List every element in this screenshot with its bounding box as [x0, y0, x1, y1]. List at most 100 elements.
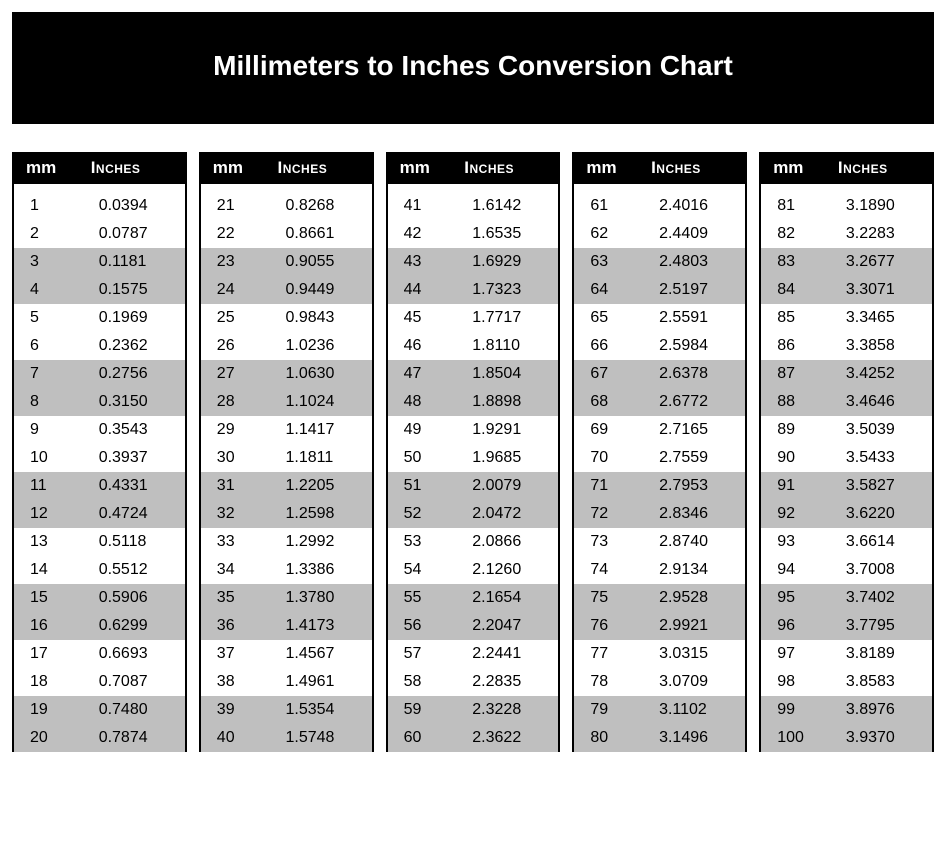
cell-mm: 20 — [20, 730, 87, 746]
cell-inches: 0.1181 — [87, 254, 179, 270]
cell-inches: 3.1102 — [647, 702, 739, 718]
cell-mm: 1 — [20, 198, 87, 214]
cell-mm: 34 — [207, 562, 274, 578]
table-row: 953.7402 — [761, 584, 932, 612]
cell-mm: 2 — [20, 226, 87, 242]
cell-inches: 2.0866 — [460, 534, 552, 550]
cell-inches: 3.8189 — [834, 646, 926, 662]
table-row: 612.4016 — [574, 192, 745, 220]
cell-mm: 19 — [20, 702, 87, 718]
table-row: 341.3386 — [201, 556, 372, 584]
table-row: 873.4252 — [761, 360, 932, 388]
cell-inches: 3.2677 — [834, 254, 926, 270]
cell-mm: 69 — [580, 422, 647, 438]
table-row: 813.1890 — [761, 192, 932, 220]
cell-mm: 27 — [207, 366, 274, 382]
table-row: 150.5906 — [14, 584, 185, 612]
cell-mm: 73 — [580, 534, 647, 550]
cell-inches: 1.1417 — [273, 422, 365, 438]
cell-inches: 0.7087 — [87, 674, 179, 690]
table-row: 281.1024 — [201, 388, 372, 416]
table-header: mmInches — [574, 152, 745, 184]
table-row: 752.9528 — [574, 584, 745, 612]
cell-mm: 67 — [580, 366, 647, 382]
cell-mm: 65 — [580, 310, 647, 326]
table-row: 271.0630 — [201, 360, 372, 388]
cell-inches: 1.2992 — [273, 534, 365, 550]
table-body: 612.4016622.4409632.4803642.5197652.5591… — [574, 184, 745, 752]
table-row: 140.5512 — [14, 556, 185, 584]
table-row: 261.0236 — [201, 332, 372, 360]
table-row: 783.0709 — [574, 668, 745, 696]
table-row: 903.5433 — [761, 444, 932, 472]
cell-mm: 26 — [207, 338, 274, 354]
table-header: mmInches — [761, 152, 932, 184]
cell-mm: 45 — [394, 310, 461, 326]
cell-inches: 1.2598 — [273, 506, 365, 522]
cell-inches: 0.5906 — [87, 590, 179, 606]
table-row: 833.2677 — [761, 248, 932, 276]
cell-inches: 1.5748 — [273, 730, 365, 746]
cell-mm: 8 — [20, 394, 87, 410]
cell-mm: 35 — [207, 590, 274, 606]
cell-mm: 56 — [394, 618, 461, 634]
cell-inches: 0.9843 — [273, 310, 365, 326]
cell-mm: 94 — [767, 562, 834, 578]
cell-mm: 79 — [580, 702, 647, 718]
cell-inches: 2.7953 — [647, 478, 739, 494]
table-body: 10.039420.078730.118140.157550.196960.23… — [14, 184, 185, 752]
table-body: 813.1890823.2283833.2677843.3071853.3465… — [761, 184, 932, 752]
table-row: 592.3228 — [388, 696, 559, 724]
cell-inches: 0.1969 — [87, 310, 179, 326]
cell-mm: 68 — [580, 394, 647, 410]
table-row: 552.1654 — [388, 584, 559, 612]
cell-mm: 38 — [207, 674, 274, 690]
cell-inches: 2.9528 — [647, 590, 739, 606]
cell-mm: 80 — [580, 730, 647, 746]
cell-inches: 0.3543 — [87, 422, 179, 438]
cell-inches: 0.4724 — [87, 506, 179, 522]
cell-mm: 60 — [394, 730, 461, 746]
table-row: 411.6142 — [388, 192, 559, 220]
table-row: 20.0787 — [14, 220, 185, 248]
cell-mm: 41 — [394, 198, 461, 214]
table-row: 471.8504 — [388, 360, 559, 388]
table-row: 301.1811 — [201, 444, 372, 472]
cell-mm: 40 — [207, 730, 274, 746]
table-row: 562.2047 — [388, 612, 559, 640]
cell-mm: 91 — [767, 478, 834, 494]
cell-inches: 2.0472 — [460, 506, 552, 522]
table-row: 100.3937 — [14, 444, 185, 472]
table-row: 401.5748 — [201, 724, 372, 752]
cell-mm: 72 — [580, 506, 647, 522]
table-row: 803.1496 — [574, 724, 745, 752]
cell-inches: 2.2047 — [460, 618, 552, 634]
table-header: mmInches — [201, 152, 372, 184]
cell-mm: 18 — [20, 674, 87, 690]
cell-mm: 62 — [580, 226, 647, 242]
cell-inches: 0.2756 — [87, 366, 179, 382]
cell-mm: 15 — [20, 590, 87, 606]
table-row: 200.7874 — [14, 724, 185, 752]
cell-inches: 3.0315 — [647, 646, 739, 662]
cell-inches: 3.6614 — [834, 534, 926, 550]
cell-inches: 1.6535 — [460, 226, 552, 242]
cell-mm: 30 — [207, 450, 274, 466]
conversion-table: mmInches813.1890823.2283833.2677843.3071… — [759, 152, 934, 752]
table-row: 250.9843 — [201, 304, 372, 332]
cell-inches: 0.9055 — [273, 254, 365, 270]
cell-mm: 10 — [20, 450, 87, 466]
table-row: 993.8976 — [761, 696, 932, 724]
table-row: 913.5827 — [761, 472, 932, 500]
table-row: 582.2835 — [388, 668, 559, 696]
cell-inches: 0.7874 — [87, 730, 179, 746]
cell-inches: 1.8898 — [460, 394, 552, 410]
table-row: 662.5984 — [574, 332, 745, 360]
cell-mm: 37 — [207, 646, 274, 662]
cell-mm: 71 — [580, 478, 647, 494]
cell-mm: 66 — [580, 338, 647, 354]
table-row: 230.9055 — [201, 248, 372, 276]
cell-inches: 2.7559 — [647, 450, 739, 466]
table-row: 773.0315 — [574, 640, 745, 668]
cell-inches: 3.5827 — [834, 478, 926, 494]
